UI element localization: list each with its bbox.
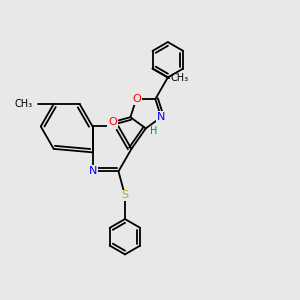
- Text: CH₃: CH₃: [171, 73, 189, 83]
- Text: N: N: [157, 112, 165, 122]
- Text: H: H: [150, 126, 158, 136]
- Text: O: O: [108, 117, 117, 127]
- Text: CH₃: CH₃: [15, 99, 33, 109]
- Text: O: O: [132, 94, 141, 104]
- Text: S: S: [122, 190, 128, 200]
- Text: N: N: [88, 166, 97, 176]
